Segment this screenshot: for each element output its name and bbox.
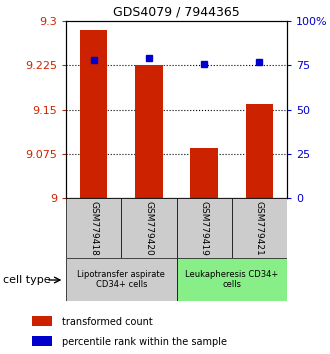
Bar <box>66 198 121 258</box>
Text: GSM779419: GSM779419 <box>200 201 209 256</box>
Text: GSM779421: GSM779421 <box>255 201 264 256</box>
Bar <box>80 30 108 198</box>
Text: GSM779420: GSM779420 <box>145 201 153 256</box>
Bar <box>121 198 177 258</box>
Text: GSM779418: GSM779418 <box>89 201 98 256</box>
Bar <box>135 65 163 198</box>
Bar <box>66 258 177 301</box>
Text: transformed count: transformed count <box>62 316 153 327</box>
Text: Lipotransfer aspirate
CD34+ cells: Lipotransfer aspirate CD34+ cells <box>77 270 165 289</box>
Bar <box>32 316 52 326</box>
Text: cell type: cell type <box>3 275 51 285</box>
Bar <box>177 198 232 258</box>
Bar <box>177 258 287 301</box>
Bar <box>32 336 52 346</box>
Bar <box>190 148 218 198</box>
Bar <box>232 198 287 258</box>
Bar <box>246 104 273 198</box>
Title: GDS4079 / 7944365: GDS4079 / 7944365 <box>113 6 240 19</box>
Text: Leukapheresis CD34+
cells: Leukapheresis CD34+ cells <box>185 270 279 289</box>
Text: percentile rank within the sample: percentile rank within the sample <box>62 337 227 347</box>
